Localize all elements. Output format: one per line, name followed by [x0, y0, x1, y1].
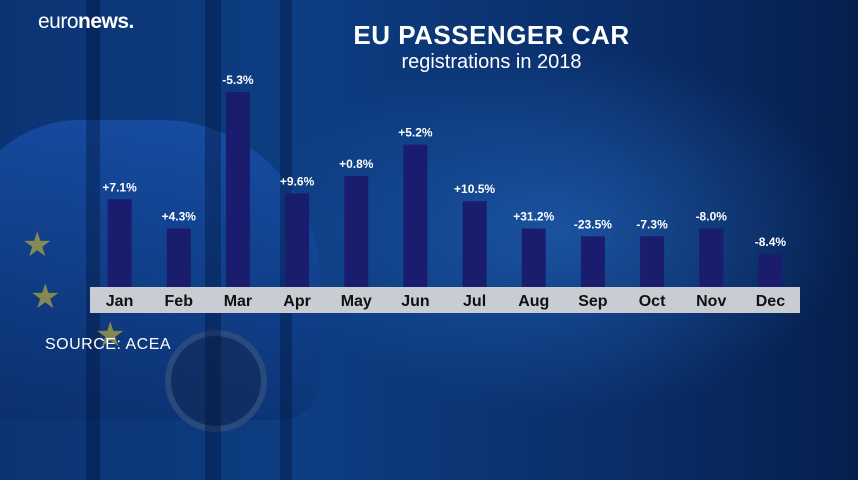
- tick-label-nov: Nov: [696, 293, 726, 310]
- data-label-apr: +9.6%: [280, 174, 315, 188]
- data-label-feb: +4.3%: [162, 210, 197, 224]
- source-credit: SOURCE: ACEA: [45, 336, 172, 353]
- tick-label-jul: Jul: [463, 293, 486, 310]
- tick-label-mar: Mar: [224, 293, 252, 310]
- tick-label-sep: Sep: [578, 293, 608, 310]
- bar-aug: [521, 228, 546, 287]
- eu-star-icon: ★: [30, 278, 61, 316]
- logo-text-light: euro: [38, 10, 79, 33]
- data-label-jun: +5.2%: [398, 126, 433, 140]
- eu-star-icon: ★: [22, 226, 53, 264]
- tick-label-jan: Jan: [106, 293, 134, 310]
- data-label-jan: +7.1%: [102, 180, 137, 194]
- bar-sep: [580, 236, 605, 287]
- bar-dec: [758, 253, 783, 287]
- logo-text-bold: news.: [78, 10, 134, 33]
- tick-label-oct: Oct: [639, 293, 666, 310]
- background-pillar: [205, 0, 221, 480]
- tick-label-dec: Dec: [756, 293, 785, 310]
- data-label-oct: -7.3%: [636, 217, 668, 231]
- chart-subtitle: registrations in 2018: [401, 51, 582, 73]
- tick-label-may: May: [341, 293, 372, 310]
- tick-label-jun: Jun: [401, 293, 429, 310]
- data-label-aug: +31.2%: [513, 210, 554, 224]
- bar-mar: [225, 92, 250, 287]
- data-label-mar: -5.3%: [222, 73, 254, 87]
- bar-may: [344, 175, 369, 287]
- car-silhouette: [0, 120, 320, 420]
- data-label-sep: -23.5%: [574, 217, 612, 231]
- bar-jul: [462, 201, 487, 287]
- eu-star-icon: ★: [95, 316, 126, 354]
- bar-jan: [107, 199, 132, 287]
- bar-jun: [403, 144, 428, 287]
- data-label-nov: -8.0%: [696, 210, 728, 224]
- euronews-logo: euronews.: [38, 10, 134, 34]
- data-label-dec: -8.4%: [755, 235, 787, 249]
- bar-apr: [285, 193, 310, 287]
- chart-title: EU PASSENGER CAR: [353, 20, 630, 50]
- data-label-may: +0.8%: [339, 157, 374, 171]
- bar-oct: [640, 236, 665, 287]
- background-pillar: [86, 0, 100, 480]
- data-label-jul: +10.5%: [454, 182, 495, 196]
- tick-label-apr: Apr: [283, 293, 311, 310]
- bar-nov: [699, 228, 724, 287]
- car-wheel: [165, 330, 267, 432]
- tick-label-feb: Feb: [165, 293, 194, 310]
- tick-label-aug: Aug: [518, 293, 549, 310]
- bar-feb: [166, 228, 191, 287]
- x-axis-band: [90, 287, 800, 313]
